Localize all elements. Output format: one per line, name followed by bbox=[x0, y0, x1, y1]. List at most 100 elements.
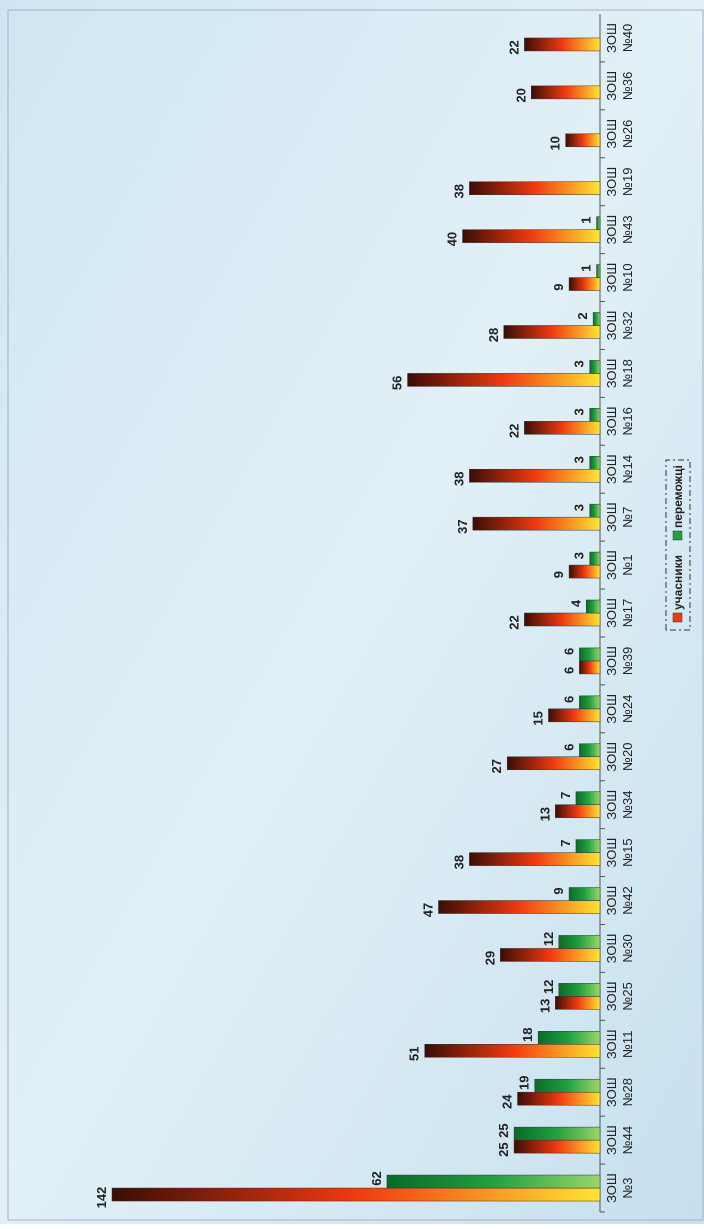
value-label: 62 bbox=[369, 1171, 384, 1185]
bar bbox=[503, 325, 601, 339]
bar bbox=[565, 133, 601, 148]
value-label: 29 bbox=[482, 951, 497, 965]
value-label: 7 bbox=[558, 839, 573, 846]
value-label: 3 bbox=[572, 504, 587, 511]
bar bbox=[568, 887, 601, 901]
value-label: 38 bbox=[451, 855, 466, 869]
x-tick-label: ЗОШ№26 bbox=[604, 119, 635, 149]
x-tick-label: ЗОШ№40 bbox=[604, 23, 635, 53]
bar bbox=[575, 791, 601, 805]
legend-label: учасники bbox=[671, 555, 685, 610]
value-label: 3 bbox=[572, 408, 587, 415]
bar bbox=[517, 1091, 601, 1106]
bar bbox=[424, 1044, 601, 1058]
bar bbox=[589, 455, 601, 470]
value-label: 9 bbox=[551, 571, 566, 578]
value-label: 37 bbox=[455, 519, 470, 533]
value-label: 38 bbox=[451, 184, 466, 198]
bar bbox=[506, 756, 601, 771]
bar bbox=[558, 935, 601, 949]
frame bbox=[7, 9, 704, 1221]
x-tick-label: ЗОШ№19 bbox=[604, 167, 635, 197]
value-label: 13 bbox=[537, 999, 552, 1013]
legend-swatch bbox=[672, 612, 683, 623]
value-label: 6 bbox=[561, 667, 576, 674]
value-label: 3 bbox=[572, 456, 587, 463]
value-label: 27 bbox=[489, 759, 504, 773]
bar bbox=[534, 1078, 601, 1093]
bar bbox=[531, 85, 601, 100]
bar bbox=[513, 1126, 601, 1141]
bar bbox=[469, 181, 601, 195]
x-tick-label: ЗОШ№36 bbox=[604, 71, 635, 101]
legend-label: переможці bbox=[671, 465, 685, 528]
x-tick-label: ЗОШ№39 bbox=[604, 646, 635, 676]
value-label: 142 bbox=[94, 1187, 109, 1209]
legend-swatch bbox=[672, 530, 683, 541]
bar bbox=[524, 612, 601, 627]
x-tick-label: ЗОШ№17 bbox=[604, 598, 635, 628]
value-label: 10 bbox=[548, 136, 563, 150]
bar bbox=[555, 996, 601, 1010]
x-tick-label: ЗОШ№3 bbox=[604, 1173, 635, 1203]
bar bbox=[469, 852, 601, 866]
value-label: 3 bbox=[572, 552, 587, 559]
value-label: 22 bbox=[506, 424, 521, 438]
bar bbox=[386, 1174, 601, 1189]
value-label: 4 bbox=[568, 599, 583, 607]
bar bbox=[589, 408, 601, 422]
x-tick-label: ЗОШ№42 bbox=[604, 886, 635, 916]
plot: ЗОШ№314262ЗОШ№442525ЗОШ№282419ЗОШ№115118… bbox=[94, 14, 691, 1213]
x-tick-label: ЗОШ№14 bbox=[604, 454, 635, 484]
legend-box bbox=[665, 459, 691, 631]
bar bbox=[568, 564, 601, 579]
x-tick-label: ЗОШ№11 bbox=[604, 1029, 635, 1059]
value-label: 15 bbox=[530, 711, 545, 725]
value-label: 1 bbox=[579, 217, 594, 224]
bar bbox=[111, 1187, 601, 1202]
value-label: 25 bbox=[496, 1142, 511, 1156]
value-label: 1 bbox=[579, 264, 594, 271]
value-label: 13 bbox=[537, 807, 552, 821]
value-label: 6 bbox=[561, 696, 576, 703]
value-label: 25 bbox=[496, 1123, 511, 1137]
bar bbox=[500, 948, 601, 962]
value-label: 40 bbox=[445, 232, 460, 246]
value-label: 12 bbox=[541, 980, 556, 994]
x-tick-label: ЗОШ№10 bbox=[604, 263, 635, 293]
bar bbox=[589, 551, 601, 566]
value-label: 22 bbox=[506, 615, 521, 629]
x-tick-label: ЗОШ№24 bbox=[604, 694, 635, 724]
x-tick-label: ЗОШ№34 bbox=[604, 790, 635, 820]
x-tick-label: ЗОШ№30 bbox=[604, 934, 635, 964]
value-label: 7 bbox=[558, 792, 573, 799]
value-label: 20 bbox=[513, 88, 528, 102]
bar bbox=[407, 373, 601, 387]
bar bbox=[579, 647, 601, 662]
value-label: 22 bbox=[506, 40, 521, 54]
bar bbox=[568, 277, 601, 291]
x-tick-label: ЗОШ№25 bbox=[604, 981, 635, 1011]
bar bbox=[472, 516, 601, 531]
value-label: 51 bbox=[407, 1047, 422, 1061]
value-label: 24 bbox=[500, 1094, 515, 1109]
x-tick-label: ЗОШ№44 bbox=[604, 1125, 635, 1155]
bar bbox=[462, 229, 601, 243]
value-label: 38 bbox=[451, 472, 466, 486]
bar bbox=[513, 1139, 601, 1154]
value-label: 3 bbox=[572, 360, 587, 367]
x-tick-label: ЗОШ№7 bbox=[604, 502, 635, 532]
value-label: 9 bbox=[551, 283, 566, 290]
value-label: 2 bbox=[575, 312, 590, 319]
value-label: 6 bbox=[561, 744, 576, 751]
value-label: 56 bbox=[390, 376, 405, 390]
x-tick-label: ЗОШ№1 bbox=[604, 550, 635, 580]
bar bbox=[596, 264, 601, 278]
x-tick-label: ЗОШ№15 bbox=[604, 838, 635, 868]
bar bbox=[537, 1031, 601, 1045]
bar bbox=[579, 660, 601, 675]
x-tick-label: ЗОШ№18 bbox=[604, 359, 635, 389]
value-label: 18 bbox=[520, 1028, 535, 1042]
